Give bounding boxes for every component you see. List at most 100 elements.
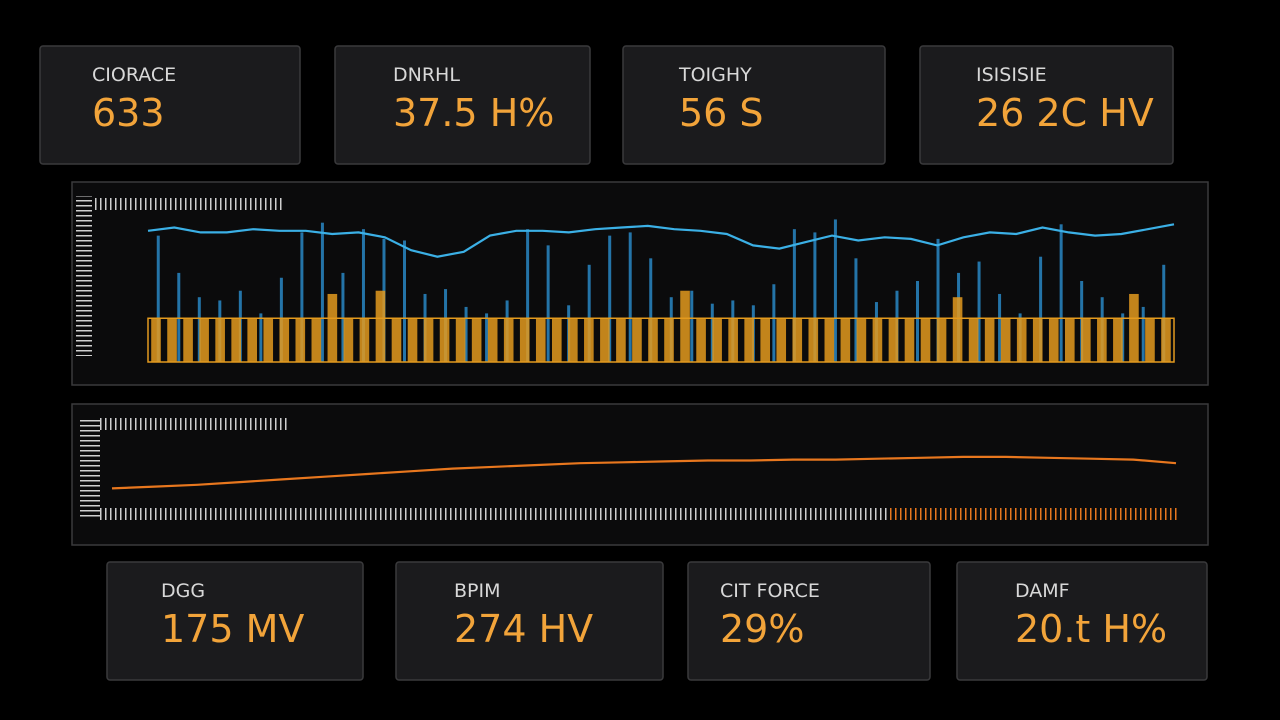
bar bbox=[649, 258, 653, 362]
stat-card bbox=[106, 561, 364, 681]
bar bbox=[503, 318, 514, 362]
bar bbox=[471, 318, 482, 362]
bar bbox=[888, 318, 899, 362]
bar bbox=[936, 318, 947, 362]
bar bbox=[854, 258, 858, 362]
stat-value: 26 2C HV bbox=[976, 91, 1154, 135]
bar bbox=[439, 318, 450, 362]
stat-label: DNRHL bbox=[393, 64, 460, 86]
stat-label: BPIM bbox=[454, 580, 501, 602]
bar bbox=[1064, 318, 1075, 362]
bar bbox=[998, 293, 1002, 362]
ruler bbox=[94, 198, 284, 210]
bar bbox=[231, 318, 241, 362]
bar bbox=[1145, 318, 1155, 362]
bar bbox=[600, 318, 610, 362]
bar-band-outline bbox=[147, 317, 1175, 363]
bar bbox=[199, 318, 209, 362]
bar bbox=[455, 318, 466, 362]
stat-value: 175 MV bbox=[161, 607, 304, 651]
stat-label: DAMF bbox=[1015, 580, 1070, 602]
bar bbox=[263, 318, 274, 362]
bar bbox=[584, 318, 594, 362]
bar bbox=[546, 245, 550, 362]
bar bbox=[535, 318, 546, 362]
bar bbox=[690, 290, 694, 362]
bar bbox=[696, 318, 706, 362]
bar bbox=[423, 318, 434, 362]
ruler bbox=[80, 418, 100, 518]
bar bbox=[664, 318, 674, 362]
bar bbox=[151, 318, 161, 362]
bar bbox=[680, 290, 690, 362]
bar bbox=[776, 318, 787, 362]
bar bbox=[872, 318, 883, 362]
stat-label: TOIGHY bbox=[678, 64, 752, 86]
stat-card bbox=[919, 45, 1174, 165]
bar bbox=[616, 318, 626, 362]
bar bbox=[485, 313, 489, 362]
bar bbox=[1048, 318, 1059, 362]
bar bbox=[519, 318, 530, 362]
bar bbox=[551, 318, 562, 362]
ruler bbox=[100, 508, 890, 520]
bar bbox=[464, 306, 468, 362]
line bbox=[111, 455, 1177, 490]
bar bbox=[813, 232, 817, 362]
bar bbox=[359, 318, 370, 362]
bar bbox=[728, 318, 738, 362]
bar bbox=[904, 318, 915, 362]
stat-card bbox=[334, 45, 591, 165]
bar bbox=[391, 318, 402, 362]
bar bbox=[156, 235, 160, 362]
bar bbox=[375, 290, 386, 362]
bar bbox=[856, 318, 867, 362]
bar bbox=[1059, 224, 1063, 362]
bar bbox=[407, 318, 418, 362]
bar bbox=[1162, 264, 1166, 362]
bar bbox=[247, 318, 258, 362]
bar bbox=[215, 318, 225, 362]
bar bbox=[984, 318, 995, 362]
bar bbox=[920, 318, 931, 362]
bar bbox=[833, 219, 837, 362]
stat-card bbox=[39, 45, 301, 165]
stat-value: 56 S bbox=[679, 91, 764, 135]
bar bbox=[341, 272, 345, 362]
stat-value: 20.t H% bbox=[1015, 607, 1167, 651]
bar bbox=[808, 318, 819, 362]
stat-card bbox=[687, 561, 931, 681]
stat-card bbox=[956, 561, 1208, 681]
stat-label: CIORACE bbox=[92, 64, 176, 86]
bar bbox=[1161, 318, 1171, 362]
bar bbox=[1097, 318, 1107, 362]
bar bbox=[760, 318, 771, 362]
line bbox=[147, 223, 1175, 258]
bar bbox=[936, 238, 940, 362]
bar bbox=[300, 232, 304, 362]
bar bbox=[487, 318, 498, 362]
bar bbox=[526, 229, 530, 362]
bar bbox=[320, 222, 324, 362]
bar bbox=[327, 293, 338, 362]
bar bbox=[952, 297, 963, 362]
bar bbox=[183, 318, 193, 362]
bar bbox=[648, 318, 658, 362]
bar bbox=[343, 318, 354, 362]
bar bbox=[361, 229, 365, 362]
bar bbox=[1113, 318, 1123, 362]
bar bbox=[587, 264, 591, 362]
bar bbox=[1141, 306, 1145, 362]
bar bbox=[824, 318, 835, 362]
bar bbox=[403, 240, 406, 362]
bar bbox=[608, 235, 612, 362]
stat-value: 37.5 H% bbox=[393, 91, 554, 135]
bar bbox=[295, 318, 306, 362]
ruler bbox=[100, 418, 290, 430]
ruler bbox=[76, 196, 92, 356]
stat-label: ISISISIE bbox=[976, 64, 1047, 86]
bar bbox=[968, 318, 979, 362]
bar bbox=[977, 261, 981, 362]
bar bbox=[259, 313, 263, 362]
